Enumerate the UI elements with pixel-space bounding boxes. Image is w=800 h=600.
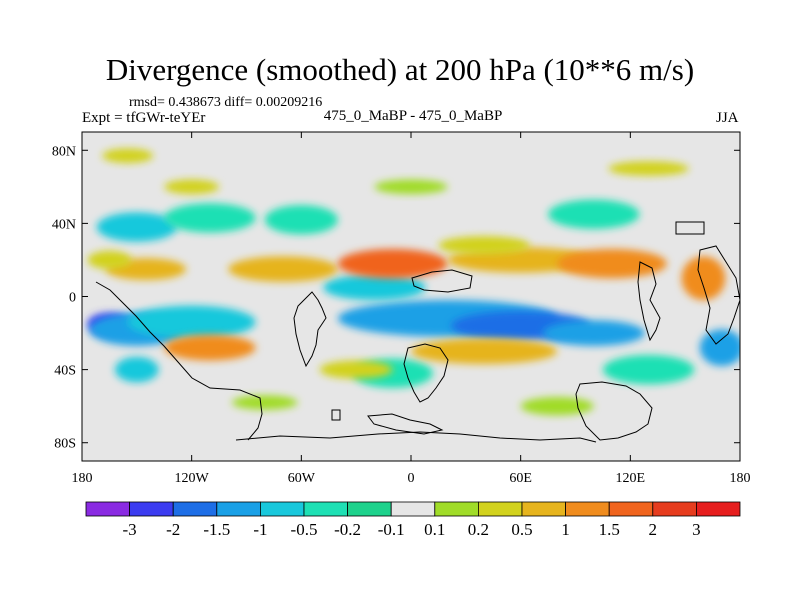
y-axis: 80N 40N 0 40S 80S [52, 144, 740, 452]
field-anomaly-23 [87, 250, 132, 270]
field-anomaly-26 [231, 395, 298, 410]
field-anomaly-28 [374, 179, 448, 195]
field-anomaly-17 [337, 248, 448, 279]
chart-subtitle: 475_0_MaBP - 475_0_MaBP [323, 108, 503, 124]
field-anomaly-12 [114, 356, 159, 383]
field-anomaly-20 [164, 334, 256, 361]
colorbar-label-1: -2 [166, 520, 180, 539]
colorbar-label-13: 3 [692, 520, 701, 539]
coastline-east-asia [697, 245, 740, 345]
colorbar-swatch-3 [216, 501, 261, 517]
coastline-north-africa [411, 269, 473, 293]
field-anomaly-19 [557, 248, 667, 279]
x-tick-label-3: 0 [408, 471, 415, 486]
coastline-pacific-island [675, 221, 705, 235]
y-tick-label-1: 40N [52, 217, 76, 232]
coastline-west-continent [95, 281, 263, 441]
field-anomaly-8 [96, 212, 178, 242]
colorbar-swatch-12 [608, 501, 654, 517]
x-tick-label-0: 180 [72, 471, 93, 486]
colorbar-swatch-13 [652, 501, 697, 517]
colorbar-swatch-4 [259, 501, 305, 517]
colorbar-label-8: 0.2 [468, 520, 489, 539]
field-anomaly-10 [264, 205, 338, 235]
field-anomaly-7 [699, 329, 740, 366]
field-anomaly-2 [127, 305, 256, 339]
x-tick-label-4: 60E [509, 471, 532, 486]
colorbar-label-4: -0.5 [291, 520, 318, 539]
colorbar-label-2: -1.5 [203, 520, 230, 539]
colorbar-swatch-7 [390, 501, 436, 517]
y-tick-label-2: 0 [69, 291, 76, 306]
y-tick-label-4: 80S [54, 437, 76, 452]
colorbar-swatch-9 [477, 501, 523, 517]
continent-outlines [95, 221, 740, 443]
colorbar-swatch-8 [434, 501, 479, 517]
colorbar-swatch-10 [521, 501, 566, 517]
chart-title: Divergence (smoothed) at 200 hPa (10**6 … [105, 52, 695, 87]
x-tick-label-6: 180 [730, 471, 751, 486]
coastline-south-america [293, 291, 327, 368]
colorbar-label-12: 2 [649, 520, 658, 539]
field-anomaly-11 [548, 199, 640, 229]
colorbar-swatch-5 [303, 501, 348, 517]
x-tick-label-2: 60W [288, 471, 316, 486]
colorbar-swatch-14 [696, 501, 741, 517]
colorbar-label-9: 0.5 [511, 520, 532, 539]
x-axis: 180 120W 60W 0 60E 120E 180 [72, 132, 751, 486]
colorbar-label-7: 0.1 [424, 520, 445, 539]
coastline-australia [575, 381, 653, 441]
colorbar-swatch-0 [85, 501, 130, 517]
field-anomaly-31 [102, 148, 154, 164]
field-anomaly-29 [164, 179, 220, 195]
colorbar-label-6: -0.1 [378, 520, 405, 539]
colorbar-label-0: -3 [123, 520, 137, 539]
divergence-field [87, 148, 740, 416]
field-anomaly-21 [411, 338, 558, 365]
season-label: JJA [716, 110, 739, 126]
colorbar-label-11: 1.5 [599, 520, 620, 539]
field-anomaly-13 [602, 354, 695, 385]
coastline-maritime-continent [637, 261, 661, 342]
field-anomaly-5 [542, 320, 645, 346]
field-anomaly-22 [681, 256, 726, 301]
coastline-small-island [331, 409, 341, 421]
experiment-label: Expt = tfGWr-teYEr [82, 110, 206, 126]
colorbar-label-10: 1 [561, 520, 570, 539]
field-anomaly-6 [323, 274, 426, 301]
colorbar: -3 -2 -1.5 -1 -0.5 -0.2 -0.1 0.1 0.2 0.5 1 1.5 2 3 [85, 501, 741, 539]
colorbar-label-5: -0.2 [334, 520, 361, 539]
colorbar-label-3: -1 [253, 520, 267, 539]
x-tick-label-1: 120W [175, 471, 210, 486]
stats-line: rmsd= 0.438673 diff= 0.00209216 [129, 95, 323, 110]
field-anomaly-25 [319, 360, 393, 379]
coastline-island-group [367, 413, 444, 435]
coastline-antarctica [235, 431, 597, 443]
y-tick-label-3: 40S [54, 364, 76, 379]
y-tick-label-0: 80N [52, 144, 76, 159]
colorbar-swatch-2 [172, 501, 218, 517]
field-anomaly-30 [608, 161, 689, 176]
field-anomaly-16 [228, 256, 338, 282]
colorbar-swatch-6 [347, 501, 392, 517]
colorbar-swatch-1 [129, 501, 174, 517]
field-anomaly-27 [520, 397, 594, 416]
colorbar-swatch-11 [565, 501, 610, 517]
field-anomaly-9 [164, 203, 256, 233]
coastline-africa [403, 343, 449, 403]
x-tick-label-5: 120E [616, 471, 646, 486]
field-anomaly-24 [438, 236, 530, 255]
